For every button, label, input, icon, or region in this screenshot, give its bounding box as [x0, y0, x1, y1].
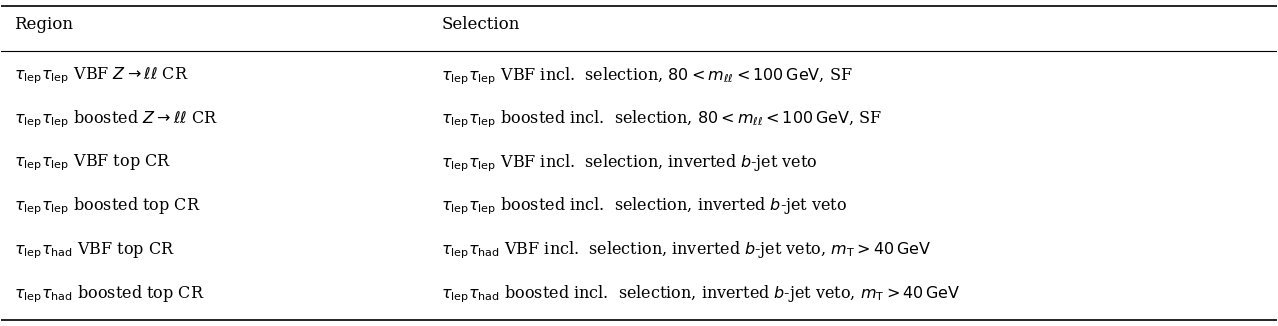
Text: $\tau_{\mathrm{lep}}\tau_{\mathrm{lep}}$ boosted incl.  selection, $80 < m_{\ell: $\tau_{\mathrm{lep}}\tau_{\mathrm{lep}}$…: [441, 109, 882, 130]
Text: $\tau_{\mathrm{lep}}\tau_{\mathrm{lep}}$ boosted incl.  selection, inverted $b$-: $\tau_{\mathrm{lep}}\tau_{\mathrm{lep}}$…: [441, 196, 847, 217]
Text: $\tau_{\mathrm{lep}}\tau_{\mathrm{lep}}$ boosted $Z \rightarrow \ell\ell$ CR: $\tau_{\mathrm{lep}}\tau_{\mathrm{lep}}$…: [14, 109, 219, 130]
Text: $\tau_{\mathrm{lep}}\tau_{\mathrm{had}}$ VBF incl.  selection, inverted $b$-jet : $\tau_{\mathrm{lep}}\tau_{\mathrm{had}}$…: [441, 240, 932, 261]
Text: $\tau_{\mathrm{lep}}\tau_{\mathrm{had}}$ boosted top CR: $\tau_{\mathrm{lep}}\tau_{\mathrm{had}}$…: [14, 283, 204, 305]
Text: $\tau_{\mathrm{lep}}\tau_{\mathrm{had}}$ VBF top CR: $\tau_{\mathrm{lep}}\tau_{\mathrm{had}}$…: [14, 240, 175, 260]
Text: $\tau_{\mathrm{lep}}\tau_{\mathrm{lep}}$ VBF incl.  selection, $80 < m_{\ell\ell: $\tau_{\mathrm{lep}}\tau_{\mathrm{lep}}$…: [441, 65, 852, 86]
Text: $\tau_{\mathrm{lep}}\tau_{\mathrm{lep}}$ VBF top CR: $\tau_{\mathrm{lep}}\tau_{\mathrm{lep}}$…: [14, 153, 171, 173]
Text: Region: Region: [14, 16, 73, 33]
Text: Selection: Selection: [441, 16, 520, 33]
Text: $\tau_{\mathrm{lep}}\tau_{\mathrm{had}}$ boosted incl.  selection, inverted $b$-: $\tau_{\mathrm{lep}}\tau_{\mathrm{had}}$…: [441, 283, 961, 305]
Text: $\tau_{\mathrm{lep}}\tau_{\mathrm{lep}}$ VBF incl.  selection, inverted $b$-jet : $\tau_{\mathrm{lep}}\tau_{\mathrm{lep}}$…: [441, 152, 818, 174]
Text: $\tau_{\mathrm{lep}}\tau_{\mathrm{lep}}$ VBF $Z \rightarrow \ell\ell$ CR: $\tau_{\mathrm{lep}}\tau_{\mathrm{lep}}$…: [14, 66, 189, 86]
Text: $\tau_{\mathrm{lep}}\tau_{\mathrm{lep}}$ boosted top CR: $\tau_{\mathrm{lep}}\tau_{\mathrm{lep}}$…: [14, 196, 201, 217]
